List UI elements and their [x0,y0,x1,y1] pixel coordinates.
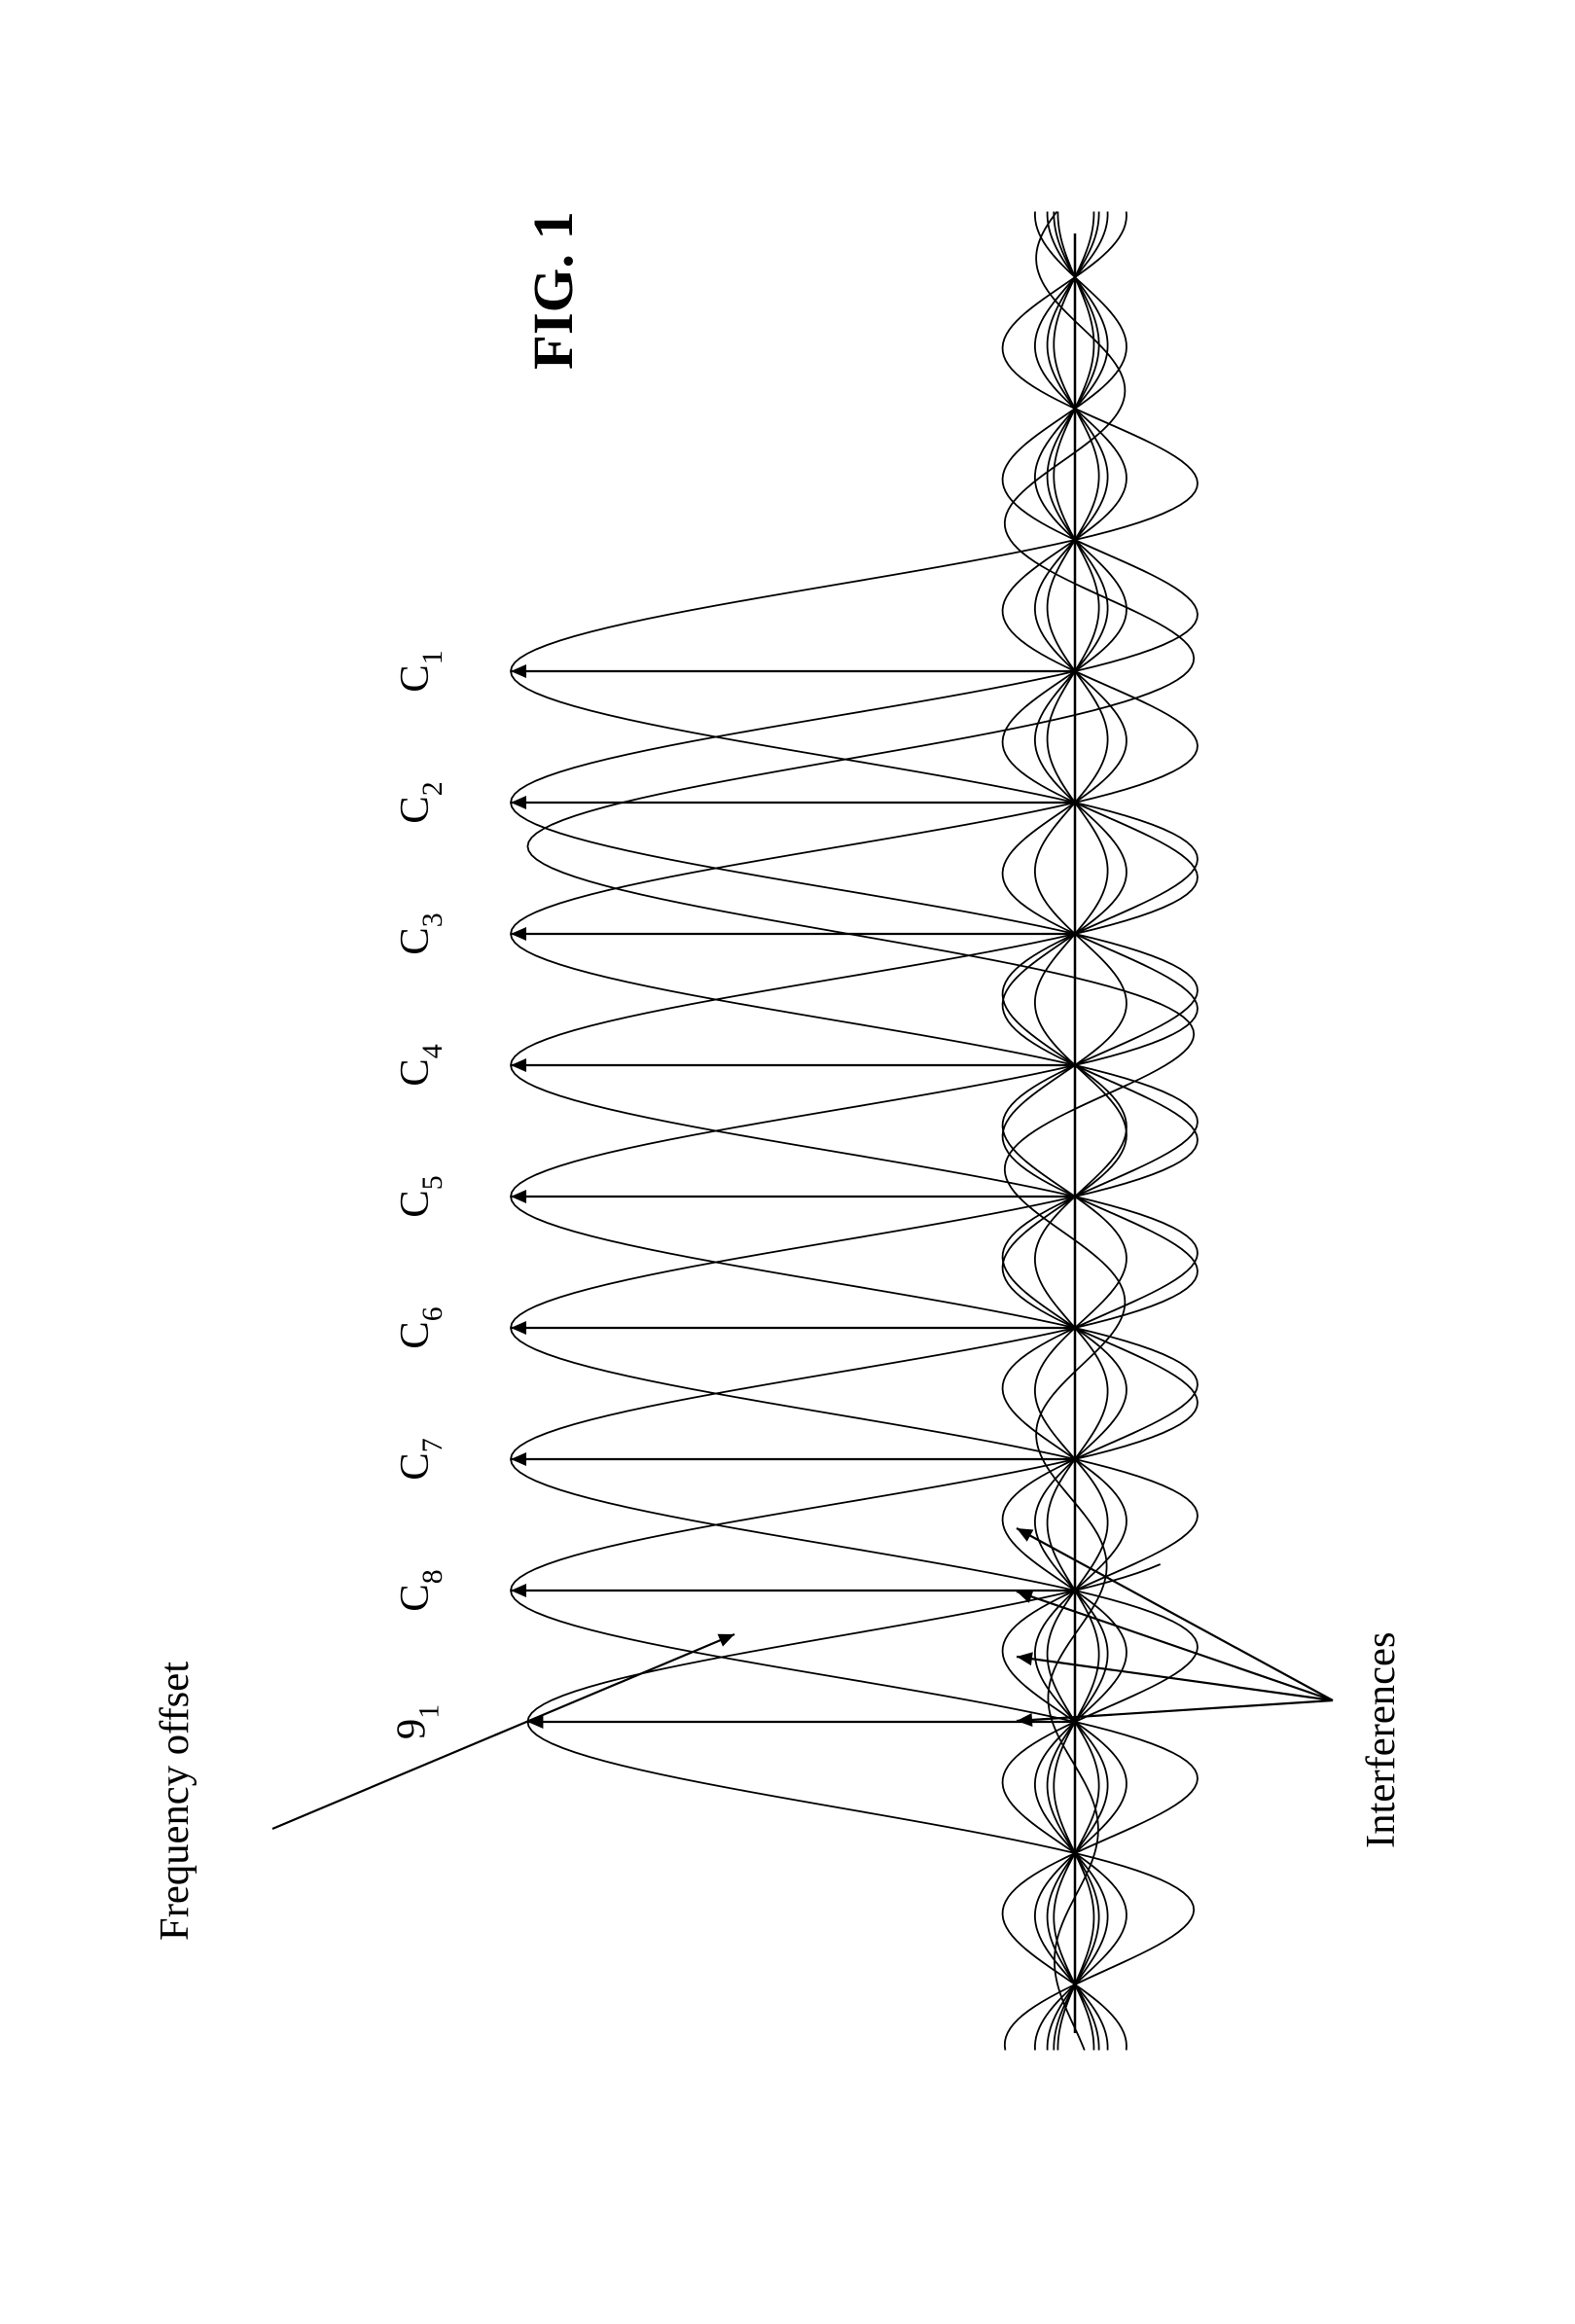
carrier-label: C4 [391,1044,446,1086]
figure-title: FIG. 1 [520,211,586,370]
carrier-label: C1 [391,650,446,692]
figure-canvas [0,0,1575,2324]
carrier-label: C5 [391,1175,446,1217]
carrier-label-extra: 91 [387,1704,442,1739]
carrier-label: C3 [391,912,446,954]
carrier-label: C8 [391,1569,446,1611]
annotation-frequency-offset: Frequency offset [151,1662,198,1941]
carrier-label: C6 [391,1306,446,1348]
annotation-interferences: Interferences [1357,1631,1405,1848]
carrier-label: C2 [391,781,446,823]
carrier-label: C7 [391,1438,446,1480]
